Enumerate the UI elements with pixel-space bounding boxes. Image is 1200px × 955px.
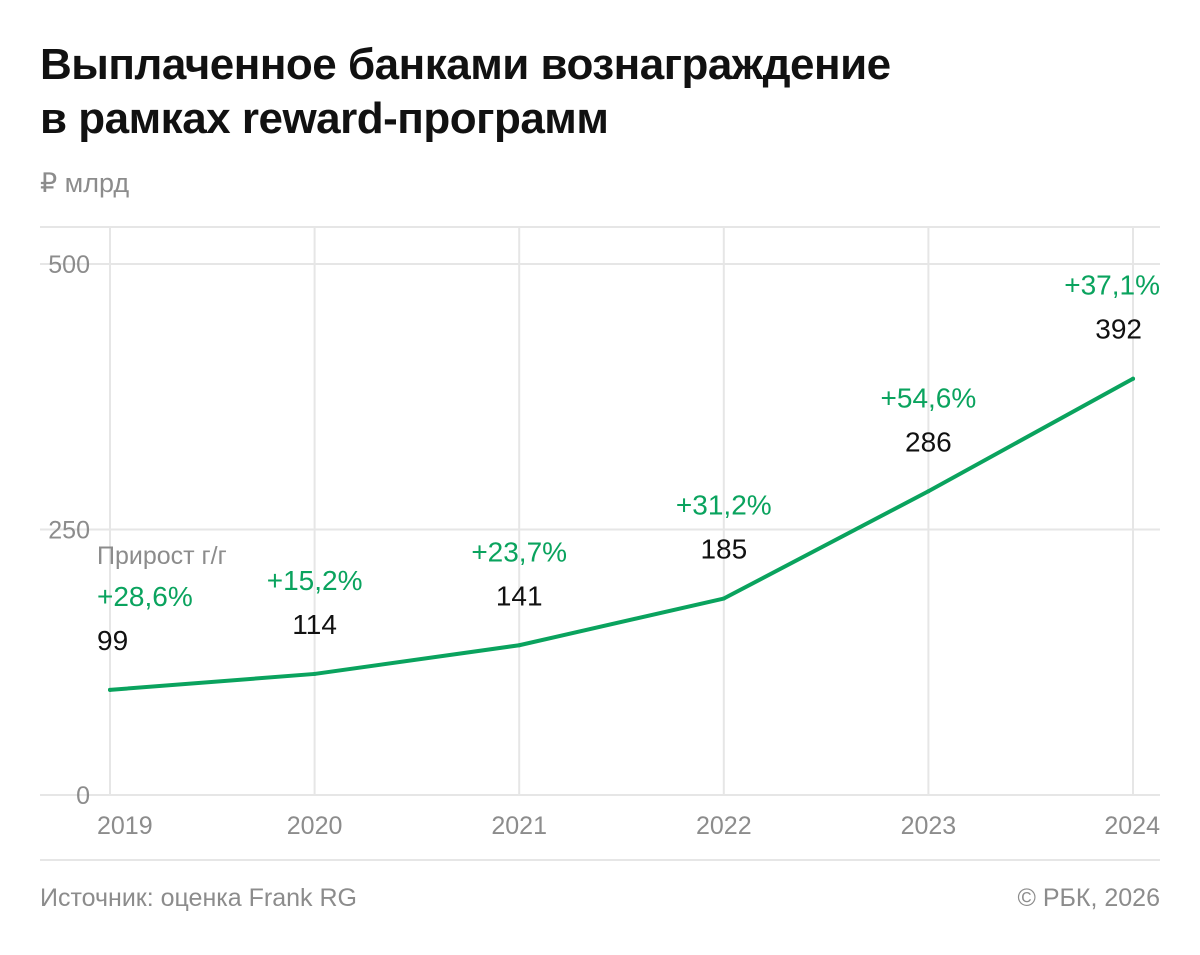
y-tick-label: 500 <box>48 251 90 279</box>
x-tick-label: 2023 <box>901 812 957 840</box>
chart-title-line-2: в рамках reward-программ <box>40 94 609 143</box>
chart-title: Выплаченное банками вознаграждение в рам… <box>40 38 1160 146</box>
data-point <box>312 671 317 676</box>
y-tick-label: 0 <box>76 782 90 810</box>
data-point <box>926 489 931 494</box>
data-label: 185 <box>700 534 747 565</box>
data-point <box>108 687 112 692</box>
source-note: Источник: оценка Frank RG <box>40 884 357 912</box>
growth-label: +28,6% <box>97 581 193 612</box>
unit-label: ₽ млрд <box>40 168 130 198</box>
data-point <box>517 643 522 648</box>
growth-label: +15,2% <box>267 565 363 596</box>
growth-label: +31,2% <box>676 490 772 521</box>
y-tick-label: 250 <box>48 517 90 545</box>
data-label: 286 <box>905 426 952 457</box>
data-point <box>721 596 726 601</box>
x-tick-label: 2019 <box>97 812 153 840</box>
data-label: 99 <box>97 625 128 656</box>
growth-label: +37,1% <box>1064 270 1160 301</box>
growth-label: +54,6% <box>881 382 977 413</box>
growth-caption: Прирост г/г <box>97 542 227 570</box>
growth-label: +23,7% <box>471 536 567 567</box>
data-label: 392 <box>1095 314 1142 345</box>
copyright-note: © РБК, 2026 <box>1017 884 1160 912</box>
x-tick-label: 2021 <box>491 812 547 840</box>
chart-title-line-1: Выплаченное банками вознаграждение <box>40 40 891 89</box>
x-tick-label: 2024 <box>1104 812 1160 840</box>
x-tick-label: 2022 <box>696 812 752 840</box>
x-tick-label: 2020 <box>287 812 343 840</box>
data-label: 141 <box>496 580 543 611</box>
data-point <box>1131 376 1135 381</box>
data-label: 114 <box>292 609 337 640</box>
series-line <box>108 376 1135 692</box>
